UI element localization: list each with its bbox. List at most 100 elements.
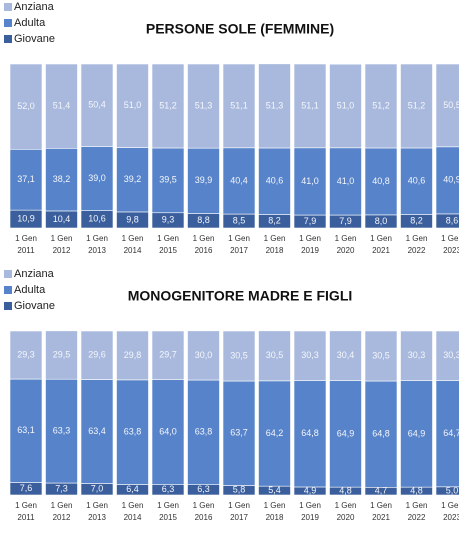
value-label: 39,9 <box>195 175 213 185</box>
x-tick-label: 1 Gen 2017 <box>228 234 250 255</box>
chart-title: MONOGENITORE MADRE E FIGLI <box>128 288 353 304</box>
value-label: 5,4 <box>268 485 281 495</box>
bar-segment <box>151 147 185 214</box>
x-tick-label: 1 Gen 2019 <box>299 234 321 255</box>
value-label: 64,9 <box>337 428 355 438</box>
value-label: 64,9 <box>408 428 426 438</box>
bar-segment <box>9 330 43 380</box>
value-label: 51,2 <box>408 100 426 110</box>
value-label: 7,9 <box>339 216 352 226</box>
value-label: 29,7 <box>159 350 177 360</box>
value-label: 8,5 <box>233 215 246 225</box>
value-label: 63,8 <box>124 427 142 437</box>
value-label: 4,8 <box>339 485 352 495</box>
value-label: 40,9 <box>443 175 459 185</box>
x-tick-label: 1 Gen 2023 <box>441 234 459 255</box>
bar-segment <box>9 148 43 211</box>
value-label: 64,2 <box>266 428 284 438</box>
value-label: 9,3 <box>162 215 175 225</box>
value-label: 40,4 <box>230 175 248 185</box>
value-label: 63,4 <box>88 426 106 436</box>
bar-segment <box>364 330 398 382</box>
bar-segment <box>258 63 291 149</box>
legend-label: Adulta <box>14 17 46 29</box>
value-label: 51,1 <box>230 100 248 110</box>
bar-segment <box>9 63 43 150</box>
value-label: 37,1 <box>17 174 35 184</box>
value-label: 10,9 <box>17 213 35 223</box>
value-label: 6,4 <box>126 484 139 494</box>
x-tick-label: 1 Gen 2013 <box>86 501 108 522</box>
value-label: 4,9 <box>304 485 317 495</box>
value-label: 39,2 <box>124 174 142 184</box>
value-label: 30,3 <box>443 350 459 360</box>
value-label: 30,5 <box>230 350 248 360</box>
legend-swatch <box>4 270 12 278</box>
chart-title: PERSONE SOLE (FEMMINE) <box>146 21 334 37</box>
bar-segment <box>364 63 398 149</box>
value-label: 64,8 <box>301 428 319 438</box>
x-tick-label: 1 Gen 2015 <box>157 234 179 255</box>
x-tick-label: 1 Gen 2014 <box>121 234 144 255</box>
value-label: 5,8 <box>233 485 246 495</box>
bar-segment <box>187 147 220 214</box>
value-label: 64,8 <box>372 429 390 439</box>
value-label: 7,9 <box>304 216 317 226</box>
value-label: 51,3 <box>266 100 284 110</box>
legend-label: Giovane <box>14 300 55 312</box>
x-tick-label: 1 Gen 2012 <box>50 501 73 522</box>
bar-segment <box>151 330 185 381</box>
bar-segment <box>151 63 185 149</box>
x-tick-label: 1 Gen 2020 <box>334 234 357 255</box>
value-label: 51,2 <box>159 100 177 110</box>
bar-segment <box>187 379 220 485</box>
value-label: 30,5 <box>372 350 390 360</box>
value-label: 51,0 <box>337 100 355 110</box>
value-label: 51,2 <box>372 100 390 110</box>
value-label: 30,0 <box>195 350 213 360</box>
legend-label: Giovane <box>14 33 55 45</box>
bar-segment <box>116 63 149 148</box>
bar-segment <box>400 147 433 215</box>
bar-segment <box>45 63 78 149</box>
value-label: 63,8 <box>195 427 213 437</box>
bar-segment <box>293 330 327 381</box>
bar-segment <box>222 330 256 382</box>
bar-segment <box>116 330 149 381</box>
value-label: 30,3 <box>408 350 426 360</box>
bar-segment <box>435 63 459 148</box>
value-label: 50,4 <box>88 100 106 110</box>
value-label: 7,0 <box>91 484 104 494</box>
legend-label: Anziana <box>14 268 55 280</box>
value-label: 8,0 <box>375 216 388 226</box>
x-tick-label: 1 Gen 2019 <box>299 501 321 522</box>
value-label: 29,3 <box>17 349 35 359</box>
value-label: 4,8 <box>410 485 423 495</box>
x-tick-label: 1 Gen 2011 <box>15 234 37 255</box>
x-tick-label: 1 Gen 2022 <box>405 501 428 522</box>
value-label: 8,2 <box>410 216 423 226</box>
bar-segment <box>222 63 256 149</box>
value-label: 8,6 <box>446 215 459 225</box>
bar-segment <box>80 146 114 211</box>
value-label: 30,3 <box>301 350 319 360</box>
bar-segment <box>293 147 327 216</box>
value-label: 9,8 <box>126 214 139 224</box>
bar-segment <box>80 63 114 147</box>
value-label: 10,4 <box>53 214 71 224</box>
bar-segment <box>151 379 185 485</box>
bar-segment <box>293 63 327 149</box>
bar-segment <box>293 380 327 488</box>
value-label: 51,1 <box>301 100 319 110</box>
value-label: 63,1 <box>17 425 35 435</box>
x-tick-label: 1 Gen 2021 <box>370 501 392 522</box>
value-label: 30,4 <box>337 350 355 360</box>
bar-segment <box>329 147 362 216</box>
x-tick-label: 1 Gen 2018 <box>263 234 286 255</box>
value-label: 63,7 <box>230 428 248 438</box>
value-label: 51,4 <box>53 101 71 111</box>
value-label: 7,3 <box>55 483 68 493</box>
bar-segment <box>329 330 362 381</box>
bar-segment <box>116 147 149 213</box>
